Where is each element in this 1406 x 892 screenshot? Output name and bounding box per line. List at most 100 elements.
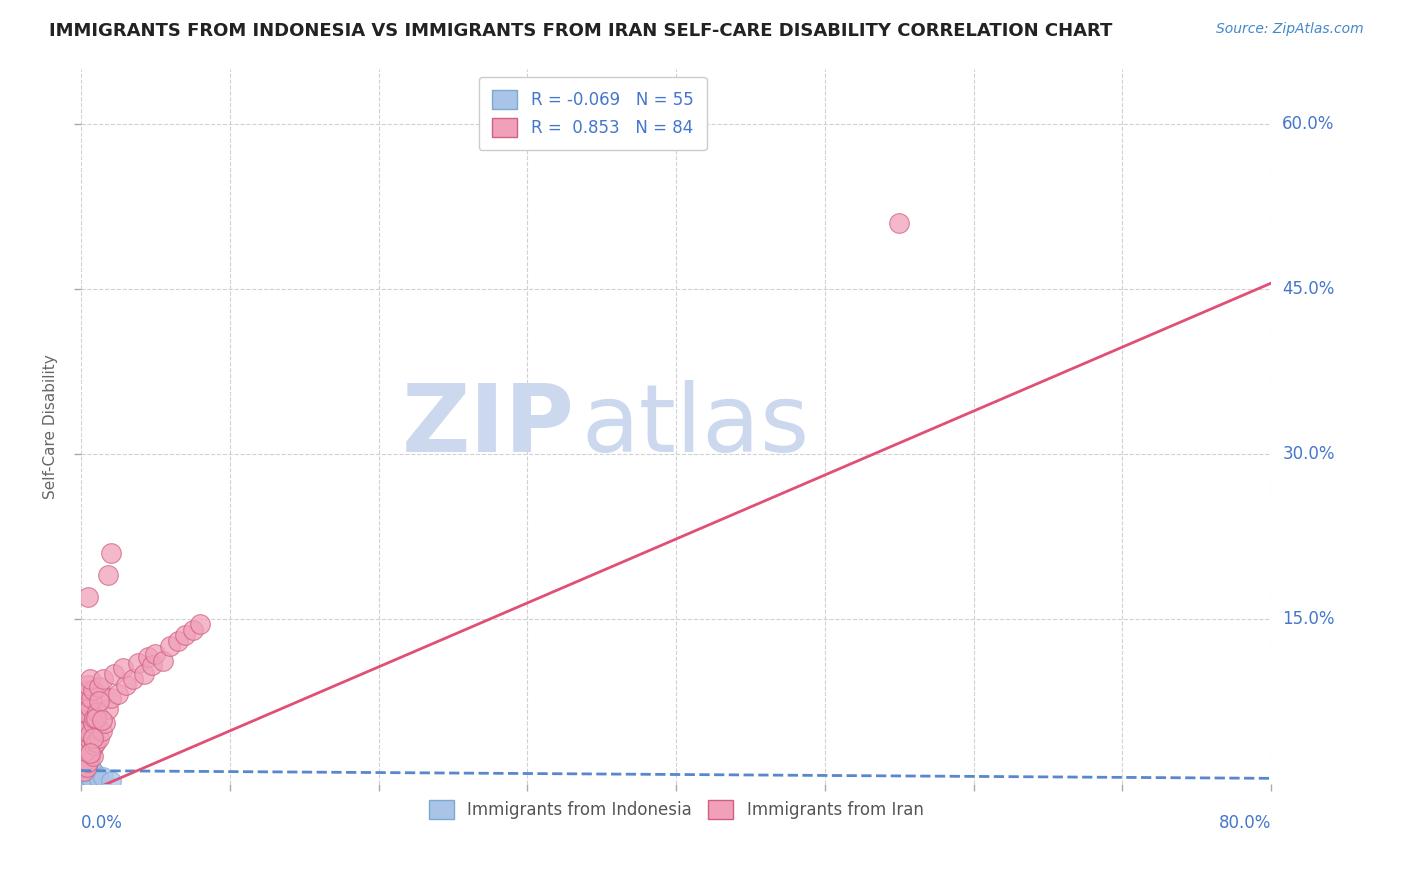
Point <box>75 755 97 769</box>
Point <box>79 699 101 714</box>
Point <box>159 640 181 654</box>
Point <box>77 765 100 780</box>
Point <box>181 623 204 637</box>
Point <box>174 628 197 642</box>
Point <box>136 650 159 665</box>
Point <box>73 735 96 749</box>
Point <box>79 757 101 772</box>
Point <box>73 764 96 778</box>
Point <box>75 759 97 773</box>
Point <box>84 711 107 725</box>
Point <box>122 673 145 687</box>
Point <box>80 691 103 706</box>
Point <box>79 673 101 687</box>
Point <box>76 683 98 698</box>
Point <box>132 666 155 681</box>
Point <box>77 764 100 778</box>
Point <box>90 713 112 727</box>
Point <box>75 744 97 758</box>
Point <box>77 735 100 749</box>
Point <box>75 765 97 780</box>
Point <box>73 732 96 747</box>
Point <box>93 770 115 784</box>
Text: 60.0%: 60.0% <box>1282 114 1334 133</box>
Point <box>107 687 129 701</box>
Text: Source: ZipAtlas.com: Source: ZipAtlas.com <box>1216 22 1364 37</box>
Point <box>73 757 96 772</box>
Point <box>75 757 97 772</box>
Point <box>72 768 94 782</box>
Point <box>75 757 97 772</box>
Legend: Immigrants from Indonesia, Immigrants from Iran: Immigrants from Indonesia, Immigrants fr… <box>422 793 931 826</box>
Point <box>77 590 100 604</box>
Point <box>97 567 120 582</box>
Point <box>77 759 100 773</box>
Point <box>76 716 98 731</box>
Point <box>72 764 94 778</box>
Point <box>80 746 103 760</box>
Point <box>73 759 96 773</box>
Point <box>86 706 108 720</box>
Point <box>72 761 94 775</box>
Point <box>188 617 211 632</box>
Point <box>80 768 103 782</box>
Point <box>79 727 101 741</box>
Text: IMMIGRANTS FROM INDONESIA VS IMMIGRANTS FROM IRAN SELF-CARE DISABILITY CORRELATI: IMMIGRANTS FROM INDONESIA VS IMMIGRANTS … <box>49 22 1112 40</box>
Point <box>73 761 96 775</box>
Point <box>76 772 98 787</box>
Point <box>72 772 94 786</box>
Point <box>76 694 98 708</box>
Point <box>152 654 174 668</box>
Point <box>82 764 104 778</box>
Point <box>73 716 96 731</box>
Point <box>100 546 122 560</box>
Point <box>76 761 98 775</box>
Point <box>83 765 105 780</box>
Point <box>100 691 122 706</box>
Point <box>83 711 105 725</box>
Point <box>76 744 98 758</box>
Point <box>75 741 97 756</box>
Point <box>80 711 103 725</box>
Point <box>77 706 100 720</box>
Point <box>77 689 100 703</box>
Point <box>94 716 117 731</box>
Point <box>75 706 97 720</box>
Point <box>79 739 101 753</box>
Point <box>73 739 96 753</box>
Point <box>73 724 96 739</box>
Text: ZIP: ZIP <box>402 380 575 472</box>
Point <box>75 761 97 775</box>
Point <box>76 753 98 767</box>
Point <box>79 741 101 756</box>
Point <box>84 735 107 749</box>
Point <box>77 678 100 692</box>
Point <box>141 658 163 673</box>
Point <box>87 731 110 745</box>
Point <box>73 755 96 769</box>
Text: atlas: atlas <box>581 380 808 472</box>
Point <box>79 765 101 780</box>
Point <box>72 760 94 774</box>
Text: 15.0%: 15.0% <box>1282 610 1334 628</box>
Point <box>82 731 104 745</box>
Point <box>76 702 98 716</box>
Point <box>166 633 188 648</box>
Point <box>77 746 100 760</box>
Point <box>75 772 97 787</box>
Point <box>73 759 96 773</box>
Point <box>76 759 98 773</box>
Point <box>76 768 98 782</box>
Point <box>75 770 97 784</box>
Point <box>87 772 110 787</box>
Point <box>77 768 100 782</box>
Point <box>90 724 112 739</box>
Point <box>75 764 97 778</box>
Point <box>84 768 107 782</box>
Point <box>83 739 105 753</box>
Point <box>79 746 101 760</box>
Point <box>82 749 104 764</box>
Point <box>889 216 911 230</box>
Point <box>72 757 94 772</box>
Point <box>77 755 100 769</box>
